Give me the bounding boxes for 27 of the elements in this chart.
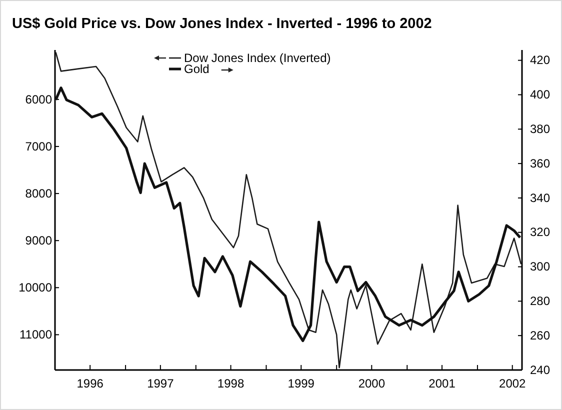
y2-tick-label: 280	[530, 294, 550, 308]
y2-tick-label: 400	[530, 88, 550, 102]
chart-title: US$ Gold Price vs. Dow Jones Index - Inverted - 1996 to 2002	[12, 16, 432, 32]
x-tick-label: 2001	[428, 376, 456, 391]
y-tick-label: 11000	[20, 328, 52, 342]
y2-tick-label: 420	[530, 53, 550, 68]
y-tick-label: 7000	[25, 139, 52, 154]
y-tick-label: 10000	[18, 280, 52, 294]
x-tick-label: 1998	[217, 376, 244, 391]
line-series	[55, 52, 522, 368]
x-tick-label: 1996	[76, 376, 104, 391]
y-tick-label: 6000	[25, 92, 52, 106]
y2-tick-label: 380	[530, 122, 550, 136]
legend-label: Gold	[184, 62, 210, 76]
legend-label: Dow Jones Index (Inverted)	[184, 51, 331, 65]
y-tick-label: 9000	[25, 233, 52, 248]
y2-tick-label: 240	[530, 362, 550, 377]
y2-tick-label: 360	[530, 156, 550, 170]
y-tick-label: 8000	[25, 186, 52, 200]
y2-tick-label: 260	[530, 328, 550, 342]
x-tick-label: 1997	[147, 376, 174, 391]
y2-tick-label: 300	[530, 260, 550, 274]
x-tick-label: 1999	[288, 376, 315, 391]
y2-tick-label: 340	[530, 190, 550, 205]
x-tick-label: 2002	[499, 376, 526, 391]
y2-tick-label: 320	[530, 225, 550, 240]
x-tick-label: 2000	[358, 376, 386, 391]
